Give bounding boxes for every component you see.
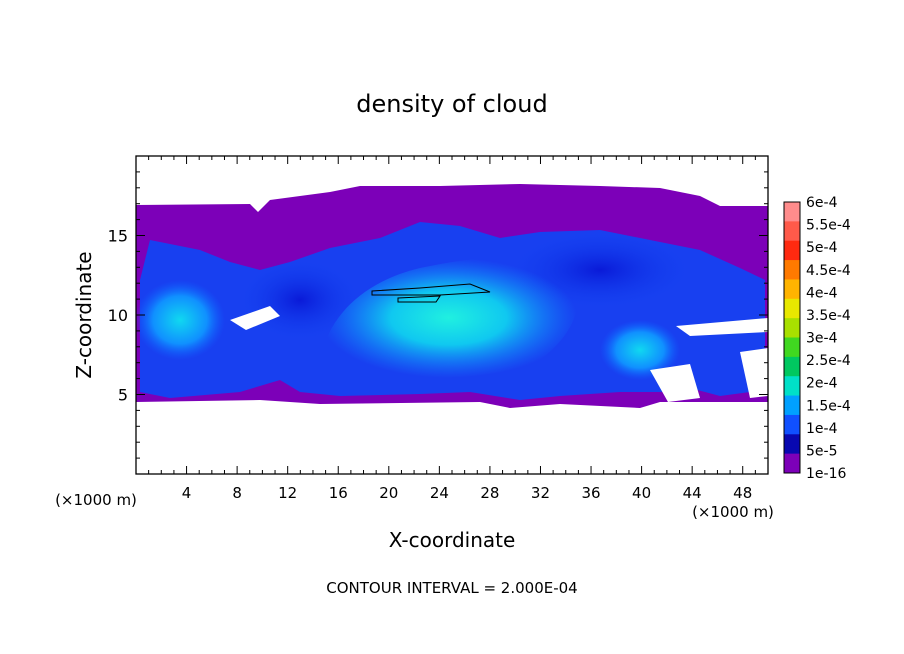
x-tick-label: 8 [232,484,242,502]
colorbar: 6e-4 5.5e-4 5e-4 4.5e-4 4e-4 3.5e-4 3e-4 2.5e-4… [783,195,851,482]
colorbar-swatch [784,414,800,435]
colorbar-swatch [784,434,800,455]
colorbar-label: 3e-4 [806,331,838,347]
colorbar-label: 3.5e-4 [806,308,851,324]
y-tick-label: 5 [118,386,128,405]
y-axis-label: Z-coordinate [72,251,96,378]
colorbar-swatch [784,298,800,319]
colorbar-swatch [784,318,800,338]
gap-2 [676,318,768,336]
x-axis-label: X-coordinate [389,528,516,552]
colorbar-swatch [784,337,800,358]
colorbar-label: 1.5e-4 [806,398,851,414]
y-axis-ticks: 5 10 15 [108,171,768,459]
colorbar-label: 5.5e-4 [806,218,851,234]
x-tick-label: 12 [278,484,297,502]
x-tick-label: 44 [683,484,702,502]
x-tick-label: 48 [733,484,752,502]
colorbar-swatch [784,202,800,222]
x-tick-label: 32 [531,484,550,502]
colorbar-swatch [784,221,800,242]
x-tick-label: 16 [329,484,348,502]
colorbar-swatch [784,260,800,280]
gap-3 [650,364,700,402]
field-core-3 [600,320,680,380]
colorbar-swatch [784,376,800,397]
colorbar-label: 1e-16 [806,466,846,482]
contour-interval-footer: CONTOUR INTERVAL = 2.000E-04 [326,579,577,597]
x-tick-label: 28 [480,484,499,502]
y-tick-label: 15 [108,227,128,246]
colorbar-swatch [784,356,800,377]
x-unit-left: (×1000 m) [55,491,137,509]
x-tick-label: 24 [430,484,449,502]
x-tick-label: 4 [182,484,192,502]
field-core [320,257,578,378]
colorbar-label: 1e-4 [806,421,838,437]
colorbar-swatch [784,240,800,261]
colorbar-frame [783,201,801,474]
gap-4 [740,348,768,398]
colorbar-label: 2.5e-4 [806,353,851,369]
colorbar-label: 4e-4 [806,285,838,301]
gap-1 [230,306,280,330]
colorbar-label: 5e-5 [806,443,837,459]
colorbar-swatch [784,395,800,416]
field-core-2 [136,280,225,360]
colorbar-label: 4.5e-4 [806,263,851,279]
contour-line [371,283,491,303]
colorbar-label: 2e-4 [806,376,838,392]
x-tick-label: 20 [379,484,398,502]
x-tick-label: 40 [632,484,651,502]
chart-title: density of cloud [356,90,547,118]
heatmap-field [136,184,768,408]
x-unit-right: (×1000 m) [692,503,774,521]
colorbar-swatch [784,453,800,474]
x-axis-ticks: 4 8 12 16 20 24 28 32 36 40 44 48 [148,156,756,502]
colorbar-label: 5e-4 [806,240,838,256]
x-tick-label: 36 [581,484,600,502]
colorbar-label: 6e-4 [806,195,838,211]
y-tick-label: 10 [108,306,128,325]
colorbar-swatch [784,279,800,300]
